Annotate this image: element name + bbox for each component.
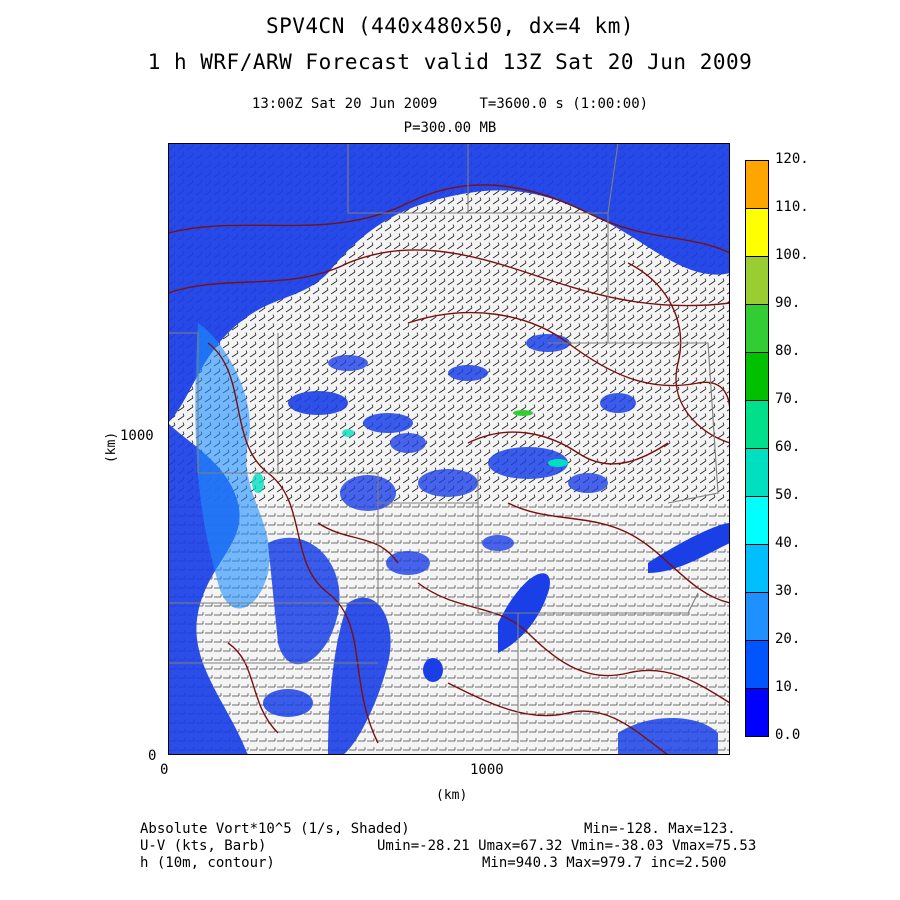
colorbar-label: 60. <box>775 439 801 455</box>
colorbar-label: 100. <box>775 247 809 263</box>
colorbar-segment <box>745 592 769 641</box>
colorbar-segment <box>745 448 769 497</box>
colorbar-segment <box>745 304 769 353</box>
colorbar-label: 50. <box>775 487 801 503</box>
x-tick-0: 0 <box>160 762 169 778</box>
pressure-level: P=300.00 MB <box>403 120 497 136</box>
colorbar-segment <box>745 352 769 401</box>
footer-field2-stats: Umin=-28.21 Umax=67.32 Vmin=-38.03 Vmax=… <box>377 838 757 854</box>
state-borders <box>168 142 719 743</box>
colorbar-label: 90. <box>775 295 801 311</box>
footer-field3-stats: Min=940.3 Max=979.7 inc=2.500 <box>482 855 727 871</box>
time-info: 13:00Z Sat 20 Jun 2009 T=3600.0 s (1:00:… <box>251 96 649 112</box>
colorbar-label: 110. <box>775 199 809 215</box>
colorbar-label: 70. <box>775 391 801 407</box>
colorbar-label: 0.0 <box>775 727 801 743</box>
y-tick-1000: 1000 <box>120 428 154 444</box>
x-axis-label: (km) <box>436 788 468 803</box>
colorbar-label: 20. <box>775 631 801 647</box>
colorbar-label: 10. <box>775 679 801 695</box>
x-tick-1000: 1000 <box>470 762 504 778</box>
colorbar-segment <box>745 208 769 257</box>
footer-field2: U-V (kts, Barb) <box>140 838 267 854</box>
colorbar-segment <box>745 640 769 689</box>
y-tick-0: 0 <box>148 748 157 764</box>
colorbar-label: 80. <box>775 343 801 359</box>
map-plot <box>167 142 731 756</box>
colorbar-segment <box>745 160 769 209</box>
footer-field3: h (10m, contour) <box>140 855 275 871</box>
footer-field1: Absolute Vort*10^5 (1/s, Shaded) <box>140 821 410 837</box>
colorbar <box>745 160 769 737</box>
y-axis-label: (km) <box>104 431 120 464</box>
colorbar-segment <box>745 544 769 593</box>
colorbar-label: 120. <box>775 151 809 167</box>
colorbar-label: 30. <box>775 583 801 599</box>
colorbar-segment <box>745 400 769 449</box>
colorbar-label: 40. <box>775 535 801 551</box>
plot-title-line2: 1 h WRF/ARW Forecast valid 13Z Sat 20 Ju… <box>147 50 753 74</box>
height-contours <box>167 184 731 756</box>
footer-field1-stats: Min=-128. Max=123. <box>584 821 736 837</box>
colorbar-segment <box>745 496 769 545</box>
map-canvas <box>167 142 731 756</box>
colorbar-segment <box>745 256 769 305</box>
plot-title-line1: SPV4CN (440x480x50, dx=4 km) <box>265 14 634 38</box>
colorbar-segment <box>745 688 769 737</box>
plot-frame <box>168 143 730 755</box>
